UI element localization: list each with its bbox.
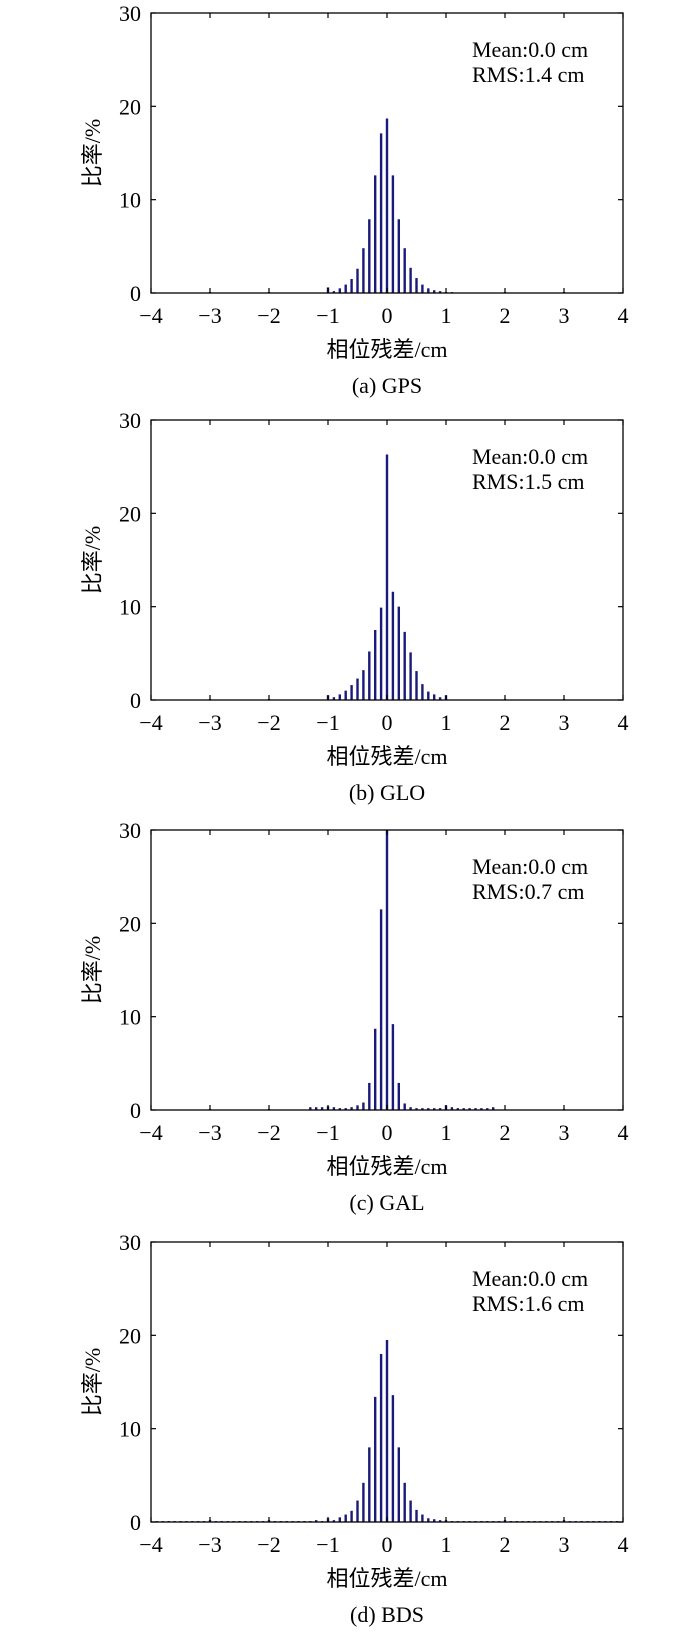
x-tick-label: 1: [441, 710, 452, 735]
x-tick-label: 3: [559, 1120, 570, 1145]
x-tick-label: 2: [500, 710, 511, 735]
x-tick-label: 0: [382, 303, 393, 328]
y-tick-label: 0: [130, 281, 141, 306]
x-tick-label: −4: [139, 303, 162, 328]
y-axis-label: 比率/%: [80, 119, 105, 187]
x-tick-label: 0: [382, 710, 393, 735]
x-tick-label: −2: [257, 303, 280, 328]
stats-annotation: Mean:0.0 cm: [472, 444, 588, 469]
y-tick-label: 20: [119, 501, 141, 526]
y-tick-label: 0: [130, 1510, 141, 1535]
x-tick-label: 3: [559, 710, 570, 735]
x-tick-label: −2: [257, 710, 280, 735]
x-tick-label: −1: [316, 303, 339, 328]
x-tick-label: −2: [257, 1120, 280, 1145]
x-tick-label: 1: [441, 303, 452, 328]
x-axis-label: 相位残差/cm: [327, 1154, 448, 1179]
y-tick-label: 0: [130, 688, 141, 713]
x-tick-label: 1: [441, 1120, 452, 1145]
x-tick-label: 3: [559, 1532, 570, 1557]
y-tick-label: 30: [119, 818, 141, 843]
x-tick-label: 4: [618, 1120, 629, 1145]
stats-annotation: RMS:1.5 cm: [472, 469, 584, 494]
panel-caption: (c) GAL: [349, 1190, 424, 1215]
x-tick-label: 4: [618, 303, 629, 328]
stats-annotation: RMS:1.4 cm: [472, 62, 584, 87]
x-tick-label: 2: [500, 1532, 511, 1557]
y-tick-label: 10: [119, 595, 141, 620]
x-tick-label: −2: [257, 1532, 280, 1557]
y-axis-label: 比率/%: [80, 526, 105, 594]
stats-annotation: RMS:1.6 cm: [472, 1291, 584, 1316]
y-tick-label: 30: [119, 1, 141, 26]
x-tick-label: −3: [198, 1120, 221, 1145]
y-tick-label: 20: [119, 94, 141, 119]
y-axis-label: 比率/%: [80, 936, 105, 1004]
x-tick-label: 0: [382, 1120, 393, 1145]
x-axis-label: 相位残差/cm: [327, 337, 448, 362]
y-tick-label: 30: [119, 408, 141, 433]
y-tick-label: 10: [119, 188, 141, 213]
x-axis-label: 相位残差/cm: [327, 744, 448, 769]
x-tick-label: −4: [139, 710, 162, 735]
stats-annotation: Mean:0.0 cm: [472, 854, 588, 879]
y-axis-label: 比率/%: [80, 1348, 105, 1416]
x-tick-label: −1: [316, 710, 339, 735]
x-tick-label: −4: [139, 1532, 162, 1557]
stats-annotation: RMS:0.7 cm: [472, 879, 584, 904]
panel-caption: (d) BDS: [350, 1602, 424, 1627]
y-tick-label: 30: [119, 1230, 141, 1255]
x-tick-label: −3: [198, 1532, 221, 1557]
y-tick-label: 0: [130, 1098, 141, 1123]
y-tick-label: 20: [119, 911, 141, 936]
x-tick-label: −3: [198, 303, 221, 328]
x-tick-label: 2: [500, 1120, 511, 1145]
panel-caption: (a) GPS: [352, 373, 422, 398]
y-tick-label: 20: [119, 1323, 141, 1348]
x-tick-label: −1: [316, 1120, 339, 1145]
y-tick-label: 10: [119, 1005, 141, 1030]
panel-caption: (b) GLO: [349, 780, 425, 805]
x-tick-label: −4: [139, 1120, 162, 1145]
stats-annotation: Mean:0.0 cm: [472, 1266, 588, 1291]
x-tick-label: 4: [618, 710, 629, 735]
x-tick-label: 0: [382, 1532, 393, 1557]
x-tick-label: −1: [316, 1532, 339, 1557]
stats-annotation: Mean:0.0 cm: [472, 37, 588, 62]
x-tick-label: 4: [618, 1532, 629, 1557]
x-tick-label: −3: [198, 710, 221, 735]
x-axis-label: 相位残差/cm: [327, 1566, 448, 1591]
x-tick-label: 1: [441, 1532, 452, 1557]
y-tick-label: 10: [119, 1417, 141, 1442]
x-tick-label: 2: [500, 303, 511, 328]
x-tick-label: 3: [559, 303, 570, 328]
